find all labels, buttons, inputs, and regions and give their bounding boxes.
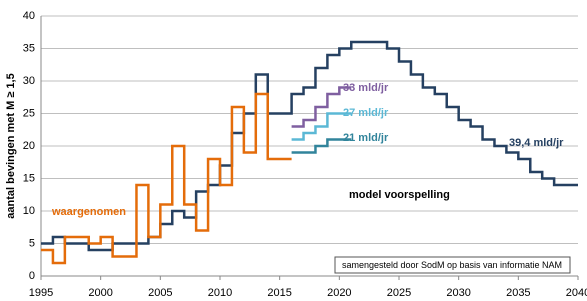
series-label: 33 mld/jr [343,82,389,94]
y-tick-label: 10 [23,205,35,217]
series-label: 27 mld/jr [343,107,389,119]
step-line [41,92,292,265]
y-tick-label: 15 [23,172,35,184]
y-tick-label: 5 [29,237,35,249]
x-tick-label: 2035 [506,287,530,299]
y-tick-label: 30 [23,75,35,87]
y-tick-label: 20 [23,140,35,152]
x-tick-label: 2015 [267,287,291,299]
y-tick-label: 0 [29,270,35,282]
y-axis-title: aantal bevingen met M ≥ 1,5 [5,73,17,218]
x-tick-label: 1995 [29,287,53,299]
source-note: samengesteld door SodM op basis van info… [342,260,562,270]
step-line [291,86,352,128]
x-tick-label: 2020 [327,287,351,299]
series-label: 39,4 mld/jr [509,137,564,149]
x-tick-label: 2030 [446,287,470,299]
x-tick-label: 2025 [387,287,411,299]
source-box [334,256,571,274]
step-line [41,40,578,252]
series-label: waargenomen [51,206,126,218]
y-tick-label: 40 [23,10,35,22]
step-line [291,138,352,154]
y-tick-label: 25 [23,107,35,119]
x-tick-label: 2000 [88,287,112,299]
y-tick-label: 35 [23,42,35,54]
series-label: 21 mld/jr [343,132,389,144]
annotation: model voorspelling [349,189,450,201]
x-tick-label: 2040 [566,287,587,299]
x-tick-label: 2005 [148,287,172,299]
x-tick-label: 2010 [208,287,232,299]
step-line [291,112,352,141]
